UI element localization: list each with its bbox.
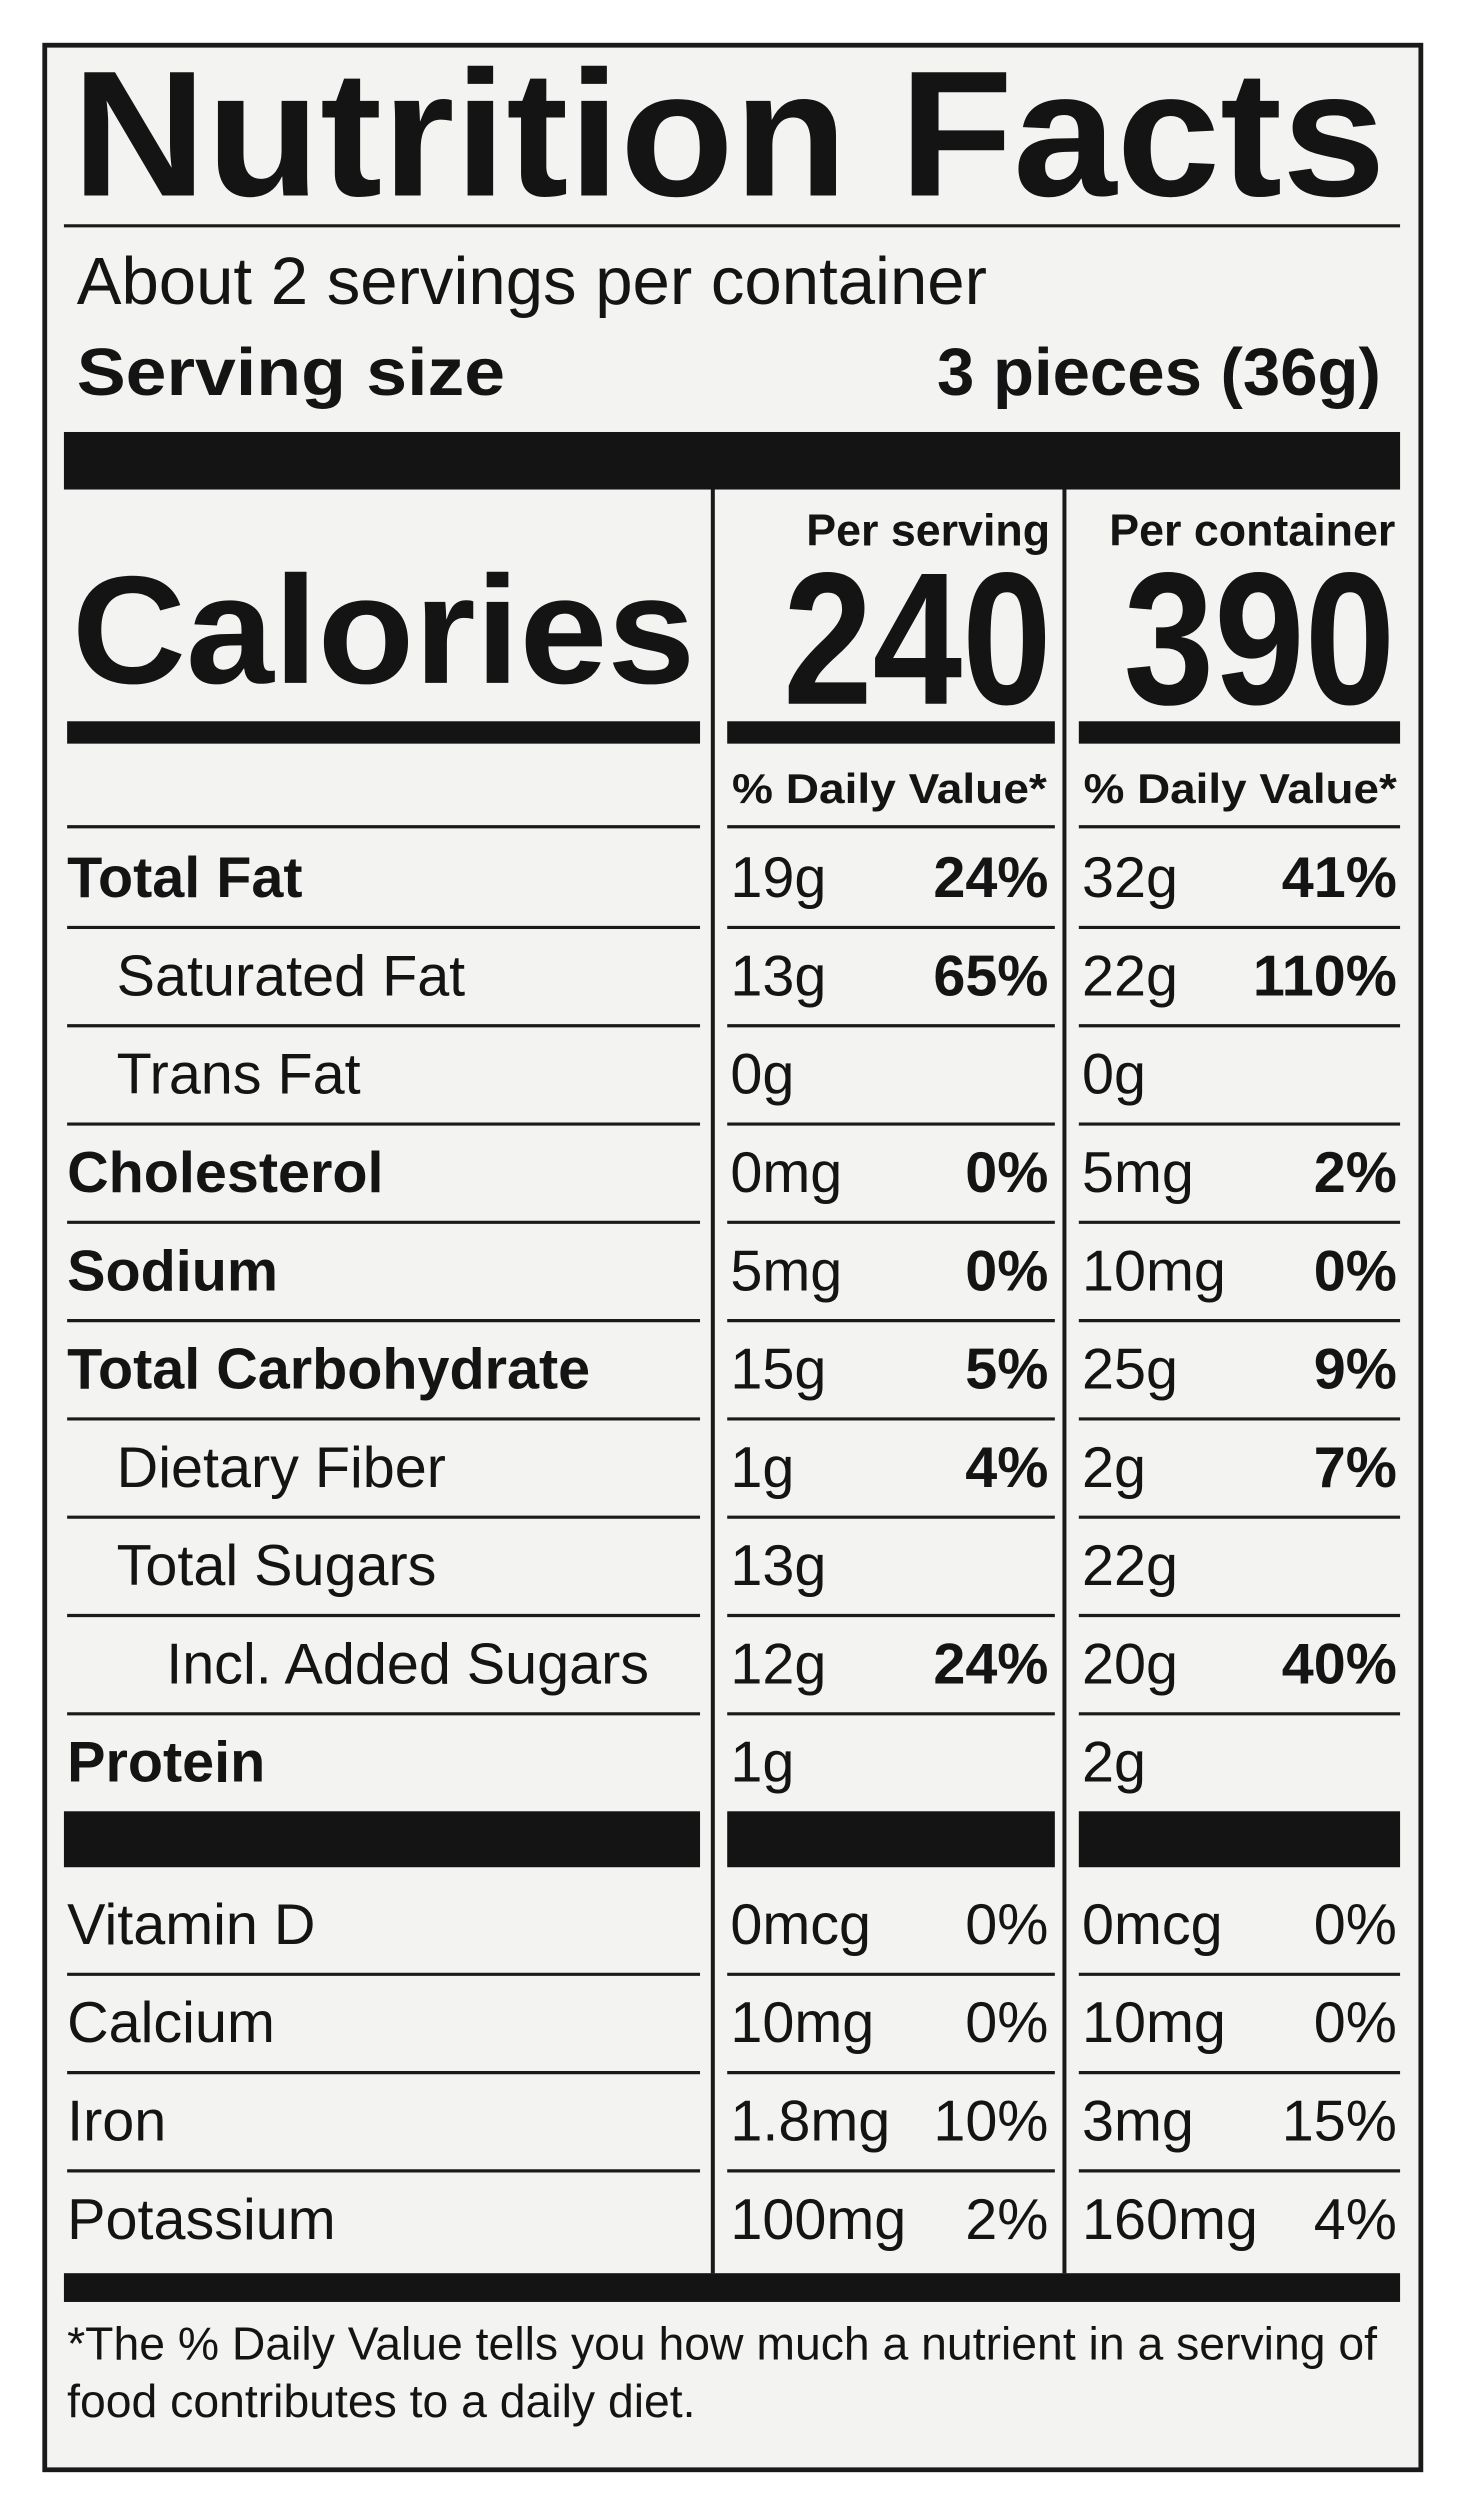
thick-bar [63,431,1401,490]
footnote: *The % Daily Value tells you how much a … [67,2317,1377,2369]
amount: 10mg [1082,1239,1226,1303]
column-header: Per serving [806,505,1050,555]
nutrient-name: Protein [67,1731,265,1795]
daily-value: 24% [933,1632,1048,1696]
daily-value: 2% [965,2188,1048,2252]
amount: 0g [1082,1043,1146,1107]
thick-bar [727,1811,1055,1868]
nutrient-name: Iron [67,2090,166,2154]
daily-value: 24% [933,846,1048,910]
daily-value: 15% [1282,2090,1397,2154]
thick-bar [727,721,1055,744]
daily-value: 0% [1314,1239,1397,1303]
amount: 22g [1082,1534,1178,1598]
daily-value: 0% [965,1141,1048,1205]
amount: 5mg [730,1239,842,1303]
amount: 0mcg [730,1893,871,1957]
daily-value: 2% [1314,1141,1397,1205]
amount: 0mcg [1082,1893,1223,1957]
daily-value: 10% [933,2090,1048,2154]
calories-label: Calories [72,544,695,716]
nutrient-name: Cholesterol [67,1141,383,1205]
nutrient-name: Saturated Fat [117,944,466,1008]
dv-header: % Daily Value* [732,765,1048,812]
amount: 15g [730,1338,826,1402]
amount: 2g [1082,1436,1146,1500]
amount: 1g [730,1731,794,1795]
daily-value: 0% [1314,1991,1397,2055]
amount: 13g [730,944,826,1008]
amount: 2g [1082,1731,1146,1795]
amount: 100mg [730,2188,906,2252]
amount: 20g [1082,1632,1178,1696]
nutrient-name: Sodium [67,1239,278,1303]
amount: 32g [1082,846,1178,910]
nutrient-name: Total Carbohydrate [67,1338,590,1402]
daily-value: 0% [965,1893,1048,1957]
calories-value: 240 [783,533,1052,744]
amount: 25g [1082,1338,1178,1402]
footnote: food contributes to a daily diet. [67,2375,695,2427]
amount: 19g [730,846,826,910]
nutrient-name: Dietary Fiber [117,1436,446,1500]
daily-value: 40% [1282,1632,1397,1696]
daily-value: 4% [1314,2188,1397,2252]
thick-bar [63,2273,1401,2302]
thick-bar [1078,721,1401,744]
nutrient-name: Calcium [67,1991,275,2055]
nutrient-name: Incl. Added Sugars [166,1632,649,1696]
daily-value: 41% [1282,846,1397,910]
nutrient-name: Total Fat [67,846,302,910]
amount: 1g [730,1436,794,1500]
daily-value: 9% [1314,1338,1397,1402]
amount: 22g [1082,944,1178,1008]
amount: 160mg [1082,2188,1258,2252]
amount: 0g [730,1043,794,1107]
nutrient-name: Trans Fat [117,1043,361,1107]
nutrient-name: Vitamin D [67,1893,315,1957]
daily-value: 110% [1253,944,1397,1008]
calories-value: 390 [1124,533,1396,744]
column-header: Per container [1109,505,1395,555]
amount: 5mg [1082,1141,1194,1205]
amount: 0mg [730,1141,842,1205]
thick-bar [1078,1811,1401,1868]
amount: 12g [730,1632,826,1696]
daily-value: 0% [965,1991,1048,2055]
nutrient-name: Total Sugars [117,1534,437,1598]
daily-value: 4% [965,1436,1048,1500]
dv-header: % Daily Value* [1084,765,1398,812]
thick-bar [67,721,701,744]
daily-value: 7% [1314,1436,1397,1500]
daily-value: 5% [965,1338,1048,1402]
serving-size-label: Serving size [77,335,505,410]
amount: 13g [730,1534,826,1598]
amount: 3mg [1082,2090,1194,2154]
serving-size: 3 pieces (36g) [937,335,1381,410]
daily-value: 0% [965,1239,1048,1303]
amount: 10mg [1082,1991,1226,2055]
amount: 1.8mg [730,2090,890,2154]
title: Nutrition Facts [72,33,1386,233]
nutrient-name: Potassium [67,2188,336,2252]
servings: About 2 servings per container [77,244,987,319]
thick-bar [63,1811,701,1868]
amount: 10mg [730,1991,874,2055]
daily-value: 65% [933,944,1048,1008]
daily-value: 0% [1314,1893,1397,1957]
